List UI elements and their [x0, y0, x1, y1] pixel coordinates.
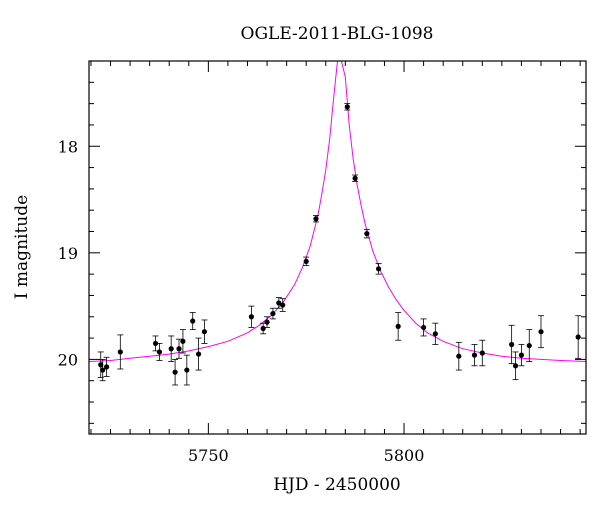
data-point-marker — [152, 340, 159, 347]
data-point-marker — [104, 364, 110, 370]
y-axis-label: I magnitude — [12, 195, 32, 299]
data-point — [575, 315, 582, 359]
data-point — [264, 316, 271, 328]
data-point-marker — [190, 318, 196, 324]
y-tick-label: 19 — [58, 244, 78, 263]
data-point — [189, 312, 196, 330]
x-tick-label: 5800 — [384, 446, 425, 465]
data-point-marker — [100, 367, 106, 373]
data-point — [512, 351, 519, 381]
data-point-marker — [184, 367, 190, 373]
data-point-marker — [172, 369, 178, 375]
data-point-marker — [479, 350, 485, 356]
data-point — [279, 298, 286, 312]
data-point-marker — [195, 351, 202, 357]
data-point — [312, 215, 319, 223]
data-point-marker — [512, 363, 519, 369]
data-point-marker — [248, 314, 255, 320]
data-point — [518, 344, 525, 367]
data-point — [275, 297, 282, 309]
data-point-marker — [352, 175, 358, 181]
data-point-marker — [509, 341, 515, 348]
data-point-marker — [456, 353, 462, 359]
data-point-marker — [117, 349, 123, 355]
data-point — [168, 335, 175, 362]
data-point — [117, 334, 124, 370]
data-point — [156, 343, 163, 361]
data-point-marker — [264, 319, 270, 325]
data-point-marker — [526, 342, 532, 349]
data-point — [176, 338, 183, 359]
data-point — [179, 329, 186, 354]
data-point-marker — [432, 331, 438, 337]
data-point — [420, 318, 427, 337]
model-curve — [89, 61, 586, 362]
data-point — [395, 312, 402, 341]
data-point — [201, 319, 208, 344]
data-point-marker — [270, 310, 276, 317]
data-point — [455, 341, 462, 371]
data-point — [103, 356, 110, 377]
data-point-marker — [280, 302, 286, 308]
data-point-marker — [344, 104, 350, 110]
data-point — [526, 329, 533, 362]
data-point — [260, 322, 267, 335]
data-point — [195, 337, 202, 371]
data-point — [172, 358, 179, 386]
data-point — [352, 174, 359, 182]
data-point-marker — [303, 258, 309, 264]
data-point-marker — [276, 300, 282, 306]
data-point — [152, 335, 159, 352]
data-point — [269, 307, 276, 320]
x-tick-labels: 5750 5800 — [188, 446, 424, 465]
data-point-marker — [201, 329, 208, 335]
y-tick-label: 20 — [58, 350, 78, 369]
plot-frame — [88, 60, 587, 435]
data-point-marker — [168, 346, 174, 352]
data-point-marker — [518, 352, 525, 358]
data-point — [344, 103, 351, 111]
data-point-marker — [538, 329, 544, 335]
data-point — [375, 263, 382, 275]
y-tick-labels: 18 19 20 — [58, 137, 78, 369]
data-point — [537, 315, 544, 349]
data-point — [471, 344, 478, 367]
data-point — [303, 256, 310, 267]
data-point — [479, 339, 486, 367]
data-point — [183, 354, 190, 386]
data-point — [508, 324, 515, 365]
data-point — [97, 351, 104, 378]
x-axis-label: HJD - 2450000 — [273, 475, 401, 495]
data-points-layer — [97, 103, 582, 386]
data-point-marker — [395, 323, 401, 329]
data-point-marker — [420, 324, 427, 331]
data-point-marker — [156, 349, 163, 355]
data-point-marker — [180, 338, 186, 344]
data-point-marker — [313, 216, 319, 222]
x-tick-label: 5750 — [188, 446, 229, 465]
data-point — [432, 322, 439, 345]
axis-ticks-layer — [89, 60, 586, 434]
data-point-marker — [98, 362, 104, 368]
chart-title: OGLE-2011-BLG-1098 — [241, 24, 434, 44]
data-point-marker — [575, 334, 581, 340]
data-point — [363, 228, 370, 239]
data-point-marker — [375, 266, 382, 272]
data-point-marker — [260, 325, 266, 332]
model-layer — [89, 61, 586, 362]
data-point-marker — [471, 352, 478, 358]
data-point — [99, 358, 106, 382]
data-point — [248, 305, 255, 328]
data-point-marker — [364, 231, 370, 237]
y-tick-label: 18 — [58, 137, 78, 156]
data-point-marker — [176, 346, 182, 352]
